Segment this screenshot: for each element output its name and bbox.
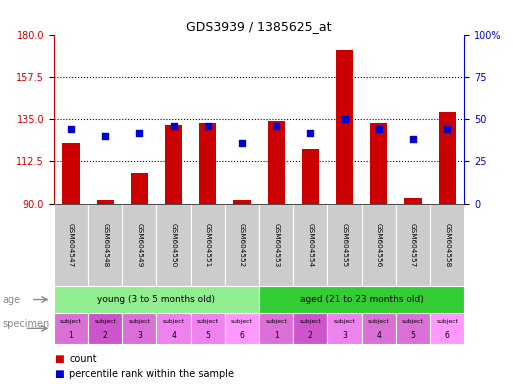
Bar <box>259 204 293 286</box>
Bar <box>430 204 464 286</box>
Text: 4: 4 <box>377 331 381 341</box>
Bar <box>122 204 156 286</box>
Text: subject: subject <box>231 319 253 324</box>
Bar <box>233 200 250 204</box>
Bar <box>327 204 362 286</box>
Title: GDS3939 / 1385625_at: GDS3939 / 1385625_at <box>186 20 332 33</box>
Bar <box>225 204 259 286</box>
Text: GSM604547: GSM604547 <box>68 223 74 267</box>
Text: 3: 3 <box>342 331 347 341</box>
Bar <box>362 313 396 344</box>
Point <box>341 116 349 122</box>
Point <box>101 133 109 139</box>
Text: GSM604555: GSM604555 <box>342 223 348 267</box>
Text: GSM604554: GSM604554 <box>307 223 313 267</box>
Text: subject: subject <box>300 319 321 324</box>
Bar <box>268 121 285 204</box>
Bar <box>54 313 88 344</box>
Text: 5: 5 <box>410 331 416 341</box>
Bar <box>88 313 122 344</box>
Bar <box>362 204 396 286</box>
Bar <box>54 286 259 313</box>
Bar <box>156 204 191 286</box>
Bar <box>293 204 327 286</box>
Text: GSM604549: GSM604549 <box>136 223 143 267</box>
Bar <box>259 286 464 313</box>
Text: GSM604548: GSM604548 <box>102 223 108 267</box>
Text: subject: subject <box>333 319 356 324</box>
Bar <box>404 198 422 204</box>
Bar <box>259 313 293 344</box>
Bar <box>396 204 430 286</box>
Text: subject: subject <box>265 319 287 324</box>
Point <box>238 140 246 146</box>
Bar <box>336 50 353 204</box>
Text: age: age <box>3 295 21 305</box>
Bar <box>54 204 88 286</box>
Point <box>204 123 212 129</box>
Text: subject: subject <box>197 319 219 324</box>
Bar <box>63 144 80 204</box>
Text: subject: subject <box>368 319 390 324</box>
Text: subject: subject <box>94 319 116 324</box>
Bar <box>199 123 216 204</box>
Point <box>169 123 177 129</box>
Bar <box>191 204 225 286</box>
Text: 2: 2 <box>103 331 108 341</box>
Text: young (3 to 5 months old): young (3 to 5 months old) <box>97 295 215 304</box>
Bar <box>88 204 122 286</box>
Bar <box>370 123 387 204</box>
Text: count: count <box>69 354 97 364</box>
Bar <box>156 313 191 344</box>
Text: 6: 6 <box>445 331 449 341</box>
Text: ■: ■ <box>54 354 64 364</box>
Text: 2: 2 <box>308 331 313 341</box>
Text: GSM604557: GSM604557 <box>410 223 416 267</box>
Bar <box>327 313 362 344</box>
Text: GSM604553: GSM604553 <box>273 223 279 267</box>
Text: 1: 1 <box>69 331 73 341</box>
Point <box>443 126 451 132</box>
Text: 5: 5 <box>205 331 210 341</box>
Text: 3: 3 <box>137 331 142 341</box>
Bar <box>430 313 464 344</box>
Text: 6: 6 <box>240 331 244 341</box>
Text: GSM604550: GSM604550 <box>170 223 176 267</box>
Point <box>135 129 144 136</box>
Text: aged (21 to 23 months old): aged (21 to 23 months old) <box>300 295 424 304</box>
Text: subject: subject <box>60 319 82 324</box>
Point <box>409 136 417 142</box>
Text: subject: subject <box>128 319 150 324</box>
Text: subject: subject <box>402 319 424 324</box>
Bar <box>302 149 319 204</box>
Text: GSM604556: GSM604556 <box>376 223 382 267</box>
Point <box>374 126 383 132</box>
Text: 4: 4 <box>171 331 176 341</box>
Text: subject: subject <box>436 319 458 324</box>
Bar <box>225 313 259 344</box>
Bar <box>165 125 182 204</box>
Point <box>306 129 314 136</box>
Text: 1: 1 <box>274 331 279 341</box>
Text: ■: ■ <box>54 369 64 379</box>
Text: subject: subject <box>163 319 185 324</box>
Bar <box>293 313 327 344</box>
Bar <box>96 200 114 204</box>
Bar <box>191 313 225 344</box>
Text: specimen: specimen <box>3 319 50 329</box>
Bar <box>396 313 430 344</box>
Bar <box>131 174 148 204</box>
Text: GSM604551: GSM604551 <box>205 223 211 267</box>
Point <box>272 123 280 129</box>
Point <box>67 126 75 132</box>
Text: GSM604558: GSM604558 <box>444 223 450 267</box>
Text: percentile rank within the sample: percentile rank within the sample <box>69 369 234 379</box>
Text: GSM604552: GSM604552 <box>239 223 245 267</box>
Bar <box>439 111 456 204</box>
Bar <box>122 313 156 344</box>
